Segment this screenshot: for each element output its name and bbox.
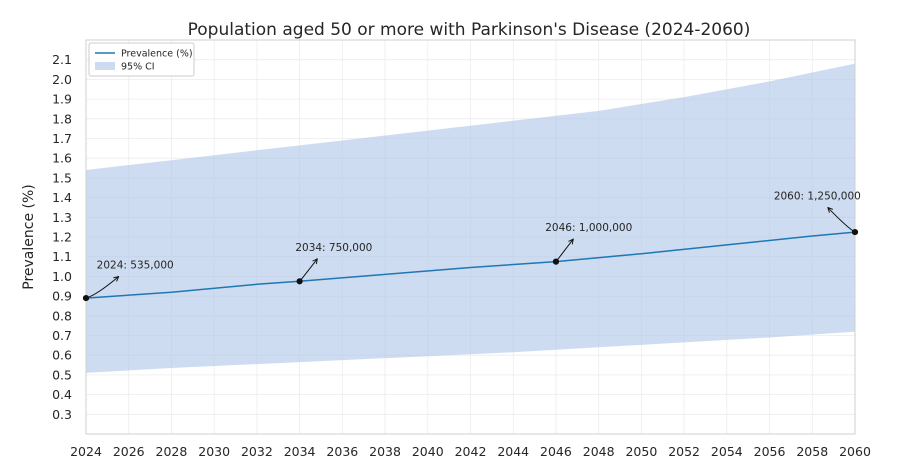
y-axis-label: Prevalence (%) <box>21 184 37 290</box>
y-tick-label: 0.9 <box>52 289 72 304</box>
x-tick-label: 2024 <box>70 444 102 459</box>
y-tick-label: 1.2 <box>52 230 72 245</box>
legend-item-ci: 95% CI <box>121 62 155 73</box>
x-tick-label: 2030 <box>198 444 230 459</box>
chart-title: Population aged 50 or more with Parkinso… <box>188 20 751 40</box>
annotation-label: 2060: 1,250,000 <box>774 191 861 203</box>
legend-band-swatch <box>95 62 115 70</box>
y-tick-label: 1.4 <box>52 190 72 205</box>
y-tick-label: 1.9 <box>52 92 72 107</box>
x-tick-label: 2046 <box>540 444 572 459</box>
x-tick-label: 2032 <box>241 444 273 459</box>
y-tick-label: 0.5 <box>52 367 72 382</box>
confidence-band <box>86 63 855 373</box>
y-tick-label: 2.0 <box>52 72 72 87</box>
annotation-label: 2024: 535,000 <box>97 260 174 272</box>
plot-area: 2024 2026 2028 2030 2032 2034 2036 2038 2040 2042… <box>52 39 871 459</box>
y-tick-label: 2.1 <box>52 52 72 67</box>
x-tick-label: 2050 <box>625 444 657 459</box>
y-tick-label: 0.4 <box>52 387 72 402</box>
x-tick-label: 2034 <box>284 444 316 459</box>
x-tick-label: 2058 <box>796 444 828 459</box>
y-tick-label: 1.3 <box>52 210 72 225</box>
annotation-point <box>552 258 560 265</box>
legend-item-prevalence: Prevalence (%) <box>121 49 193 60</box>
x-tick-label: 2040 <box>412 444 444 459</box>
y-tick-label: 1.1 <box>52 249 72 264</box>
annotation-point <box>82 294 90 302</box>
x-tick-label: 2054 <box>711 444 743 459</box>
y-tick-label: 0.6 <box>52 348 72 363</box>
legend: Prevalence (%) 95% CI <box>88 42 195 77</box>
annotation-point <box>851 228 859 236</box>
plot-frame <box>85 39 856 435</box>
x-tick-label: 2060 <box>839 444 871 459</box>
y-tick-label: 1.0 <box>52 269 72 284</box>
legend-box <box>88 42 195 77</box>
annotation-label: 2034: 750,000 <box>295 242 372 254</box>
x-tick-label: 2056 <box>754 444 786 459</box>
x-tick-label: 2036 <box>326 444 358 459</box>
annotation-label: 2046: 1,000,000 <box>545 222 632 234</box>
y-tick-label: 0.8 <box>52 308 72 323</box>
x-tick-label: 2026 <box>113 444 145 459</box>
x-tick-label: 2042 <box>455 444 487 459</box>
x-tick-label: 2028 <box>156 444 188 459</box>
y-tick-label: 0.7 <box>52 328 72 343</box>
x-tick-label: 2048 <box>583 444 615 459</box>
x-tick-label: 2038 <box>369 444 401 459</box>
prevalence-line <box>85 231 856 299</box>
annotation-point <box>296 278 303 285</box>
y-tick-label: 1.5 <box>52 170 72 185</box>
y-tick-label: 1.6 <box>52 151 72 166</box>
y-tick-label: 0.3 <box>52 407 72 422</box>
x-tick-label: 2044 <box>497 444 529 459</box>
x-tick-label: 2052 <box>668 444 700 459</box>
y-tick-label: 1.7 <box>52 131 72 146</box>
y-tick-label: 1.8 <box>52 111 72 126</box>
